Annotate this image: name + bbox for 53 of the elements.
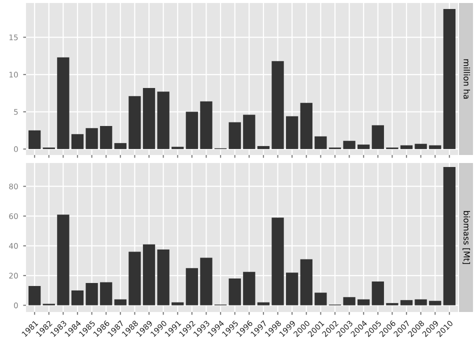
bar — [443, 8, 456, 150]
bar — [272, 61, 284, 150]
bar — [372, 282, 384, 306]
bar — [257, 302, 270, 306]
bar — [157, 92, 170, 150]
bar — [142, 244, 156, 306]
bar — [57, 214, 70, 306]
bar — [86, 128, 98, 150]
bar — [314, 292, 327, 306]
bar — [429, 145, 442, 150]
bar — [200, 101, 212, 150]
bar — [86, 283, 98, 306]
bar — [358, 144, 370, 150]
bar — [358, 299, 370, 306]
bar — [343, 140, 356, 150]
bar — [200, 258, 212, 306]
bar — [114, 143, 126, 150]
bar — [28, 130, 41, 150]
bar — [157, 250, 170, 306]
bar — [300, 259, 312, 306]
bar — [186, 112, 198, 150]
bar — [243, 114, 256, 150]
bar — [128, 252, 141, 306]
bar — [286, 272, 298, 306]
bar — [343, 297, 356, 306]
y-axis-title: million ha — [464, 59, 470, 99]
bar — [300, 102, 312, 150]
bar — [228, 122, 241, 150]
bar — [272, 218, 284, 306]
bar — [414, 299, 427, 306]
bar — [443, 167, 456, 306]
bar — [372, 125, 384, 150]
bar — [400, 145, 413, 150]
bar — [400, 300, 413, 306]
bar — [71, 134, 84, 150]
bar — [314, 136, 327, 150]
y-axis-title: biomass [Mt] — [462, 211, 470, 264]
bar — [57, 57, 70, 150]
bar — [128, 96, 141, 150]
bar — [429, 300, 442, 306]
bar — [71, 290, 84, 306]
bar — [114, 299, 126, 306]
bar — [100, 282, 112, 306]
bar — [414, 144, 427, 150]
bar — [172, 302, 184, 306]
bar — [257, 146, 270, 150]
bar — [186, 268, 198, 306]
bar — [286, 116, 298, 150]
bar — [142, 88, 156, 150]
bar — [228, 278, 241, 306]
bar — [243, 272, 256, 306]
bar — [100, 126, 112, 150]
bar — [28, 286, 41, 306]
